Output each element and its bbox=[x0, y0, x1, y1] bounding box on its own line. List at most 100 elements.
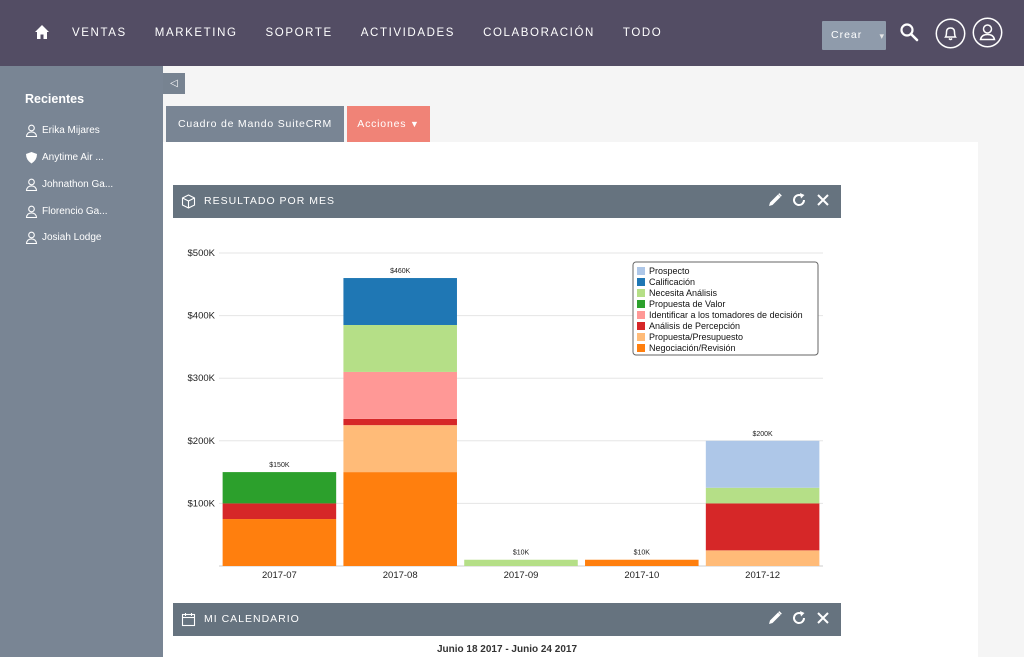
bar-segment[interactable] bbox=[343, 371, 457, 419]
tab-dashboard[interactable]: Cuadro de Mando SuiteCRM bbox=[166, 106, 344, 142]
recent-item-erika[interactable]: Erika Mijares bbox=[25, 124, 100, 137]
person-icon bbox=[25, 124, 38, 137]
calendar-date-range: Junio 18 2017 - Junio 24 2017 bbox=[436, 644, 578, 655]
y-tick-label: $300K bbox=[188, 373, 216, 384]
legend-swatch bbox=[637, 300, 645, 308]
dashboard-panel bbox=[163, 142, 978, 657]
bell-icon[interactable] bbox=[935, 18, 966, 49]
legend-swatch bbox=[637, 311, 645, 319]
dashlet-header-calendar: MI CALENDARIO bbox=[173, 603, 841, 636]
legend-swatch bbox=[637, 322, 645, 330]
bar-segment[interactable] bbox=[705, 487, 820, 504]
main-menu: VENTAS MARKETING SOPORTE ACTIVIDADES COL… bbox=[72, 27, 690, 39]
bar-segment[interactable] bbox=[343, 472, 457, 566]
legend-label: Negociación/Revisión bbox=[649, 343, 736, 353]
nav-colaboracion[interactable]: COLABORACIÓN bbox=[483, 27, 595, 39]
x-tick-label: 2017-09 bbox=[504, 570, 539, 581]
y-tick-label: $400K bbox=[188, 311, 216, 322]
chart-legend bbox=[632, 261, 819, 356]
x-tick-label: 2017-12 bbox=[745, 570, 780, 581]
y-tick-label: $500K bbox=[188, 248, 216, 259]
close-icon[interactable] bbox=[815, 192, 831, 208]
bar-total-label: $150K bbox=[269, 462, 290, 469]
legend-label: Necesita Análisis bbox=[649, 288, 718, 298]
actions-dropdown[interactable]: Acciones ▼ bbox=[347, 106, 430, 142]
bar-total-label: $10K bbox=[634, 550, 651, 557]
chart-svg: $100K $200K $300K $400K $500K $150K 2017-07 $46… bbox=[188, 248, 823, 581]
nav-actividades[interactable]: ACTIVIDADES bbox=[360, 27, 456, 39]
bar-segment[interactable] bbox=[343, 278, 457, 325]
y-tick-label: $200K bbox=[188, 436, 216, 447]
caret-down-icon: ▼ bbox=[410, 119, 420, 129]
recent-item-label: Anytime Air ... bbox=[42, 152, 104, 163]
bar-total-label: $460K bbox=[390, 268, 411, 275]
bar-segment[interactable] bbox=[343, 418, 457, 426]
legend-swatch bbox=[637, 278, 645, 286]
outcome-by-month-chart: $100K $200K $300K $400K $500K $150K 2017-07 $46… bbox=[173, 218, 841, 584]
dashlet-header-results: RESULTADO POR MES bbox=[173, 185, 841, 218]
person-icon bbox=[25, 205, 38, 218]
bar-segment[interactable] bbox=[705, 440, 820, 488]
bar-segment[interactable] bbox=[343, 324, 457, 372]
dashlet-tools bbox=[767, 610, 831, 626]
bar-segment[interactable] bbox=[222, 503, 337, 520]
dashlet-tools bbox=[767, 192, 831, 208]
chevron-down-icon: ▾ bbox=[879, 31, 885, 41]
shield-icon bbox=[26, 152, 37, 164]
dashlet-title: RESULTADO POR MES bbox=[204, 195, 335, 207]
legend-swatch bbox=[637, 344, 645, 352]
x-tick-label: 2017-07 bbox=[262, 570, 297, 581]
bar-total-label: $200K bbox=[752, 431, 773, 438]
legend-label: Prospecto bbox=[649, 266, 690, 276]
pencil-icon[interactable] bbox=[767, 192, 783, 208]
legend-label: Análisis de Percepción bbox=[649, 321, 740, 331]
home-icon[interactable] bbox=[34, 24, 50, 40]
bar-segment[interactable] bbox=[222, 519, 337, 566]
sidebar-collapse-button[interactable]: ◁ bbox=[163, 73, 185, 94]
person-icon bbox=[25, 231, 38, 244]
legend-label: Identificar a los tomadores de decisión bbox=[649, 310, 803, 320]
legend-swatch bbox=[637, 333, 645, 341]
user-profile-icon[interactable] bbox=[972, 17, 1003, 48]
recent-item-johnathon[interactable]: Johnathon Ga... bbox=[25, 178, 113, 191]
actions-label: Acciones bbox=[357, 118, 407, 130]
recent-item-label: Johnathon Ga... bbox=[42, 179, 114, 190]
bar-segment[interactable] bbox=[343, 425, 457, 473]
recent-item-josiah[interactable]: Josiah Lodge bbox=[25, 231, 102, 244]
nav-soporte[interactable]: SOPORTE bbox=[265, 27, 333, 39]
bar-segment[interactable] bbox=[222, 472, 337, 504]
recent-item-florencio[interactable]: Florencio Ga... bbox=[25, 205, 108, 218]
pencil-icon[interactable] bbox=[767, 610, 783, 626]
cube-icon bbox=[181, 194, 196, 209]
legend-label: Propuesta/Presupuesto bbox=[649, 332, 743, 342]
create-button-label: Crear bbox=[831, 29, 863, 41]
calendar-icon bbox=[181, 613, 196, 627]
sidebar-title: Recientes bbox=[25, 92, 85, 106]
y-tick-label: $100K bbox=[188, 498, 216, 509]
nav-marketing[interactable]: MARKETING bbox=[154, 27, 238, 39]
refresh-icon[interactable] bbox=[791, 192, 807, 208]
x-tick-label: 2017-08 bbox=[383, 570, 418, 581]
nav-ventas[interactable]: VENTAS bbox=[72, 27, 127, 39]
bar-segment[interactable] bbox=[464, 559, 578, 566]
legend-swatch bbox=[637, 267, 645, 275]
bar-segment[interactable] bbox=[705, 503, 820, 551]
bar-segment[interactable] bbox=[585, 559, 699, 566]
close-icon[interactable] bbox=[815, 610, 831, 626]
legend-label: Calificación bbox=[649, 277, 695, 287]
recent-item-label: Josiah Lodge bbox=[42, 232, 102, 243]
refresh-icon[interactable] bbox=[791, 610, 807, 626]
nav-todo[interactable]: TODO bbox=[622, 27, 663, 39]
recent-item-anytime-air[interactable]: Anytime Air ... bbox=[25, 151, 104, 164]
sidebar: Recientes Erika Mijares Anytime Air ... … bbox=[0, 66, 163, 657]
person-icon bbox=[25, 178, 38, 191]
top-navigation: VENTAS MARKETING SOPORTE ACTIVIDADES COL… bbox=[0, 0, 1024, 66]
recent-item-label: Erika Mijares bbox=[42, 125, 100, 136]
dashlet-title: MI CALENDARIO bbox=[204, 613, 300, 625]
create-button[interactable]: Crear ▾ bbox=[822, 21, 886, 50]
bar-segment[interactable] bbox=[705, 550, 820, 566]
search-icon[interactable] bbox=[899, 22, 919, 42]
legend-swatch bbox=[637, 289, 645, 297]
recent-item-label: Florencio Ga... bbox=[42, 206, 108, 217]
x-tick-label: 2017-10 bbox=[624, 570, 659, 581]
